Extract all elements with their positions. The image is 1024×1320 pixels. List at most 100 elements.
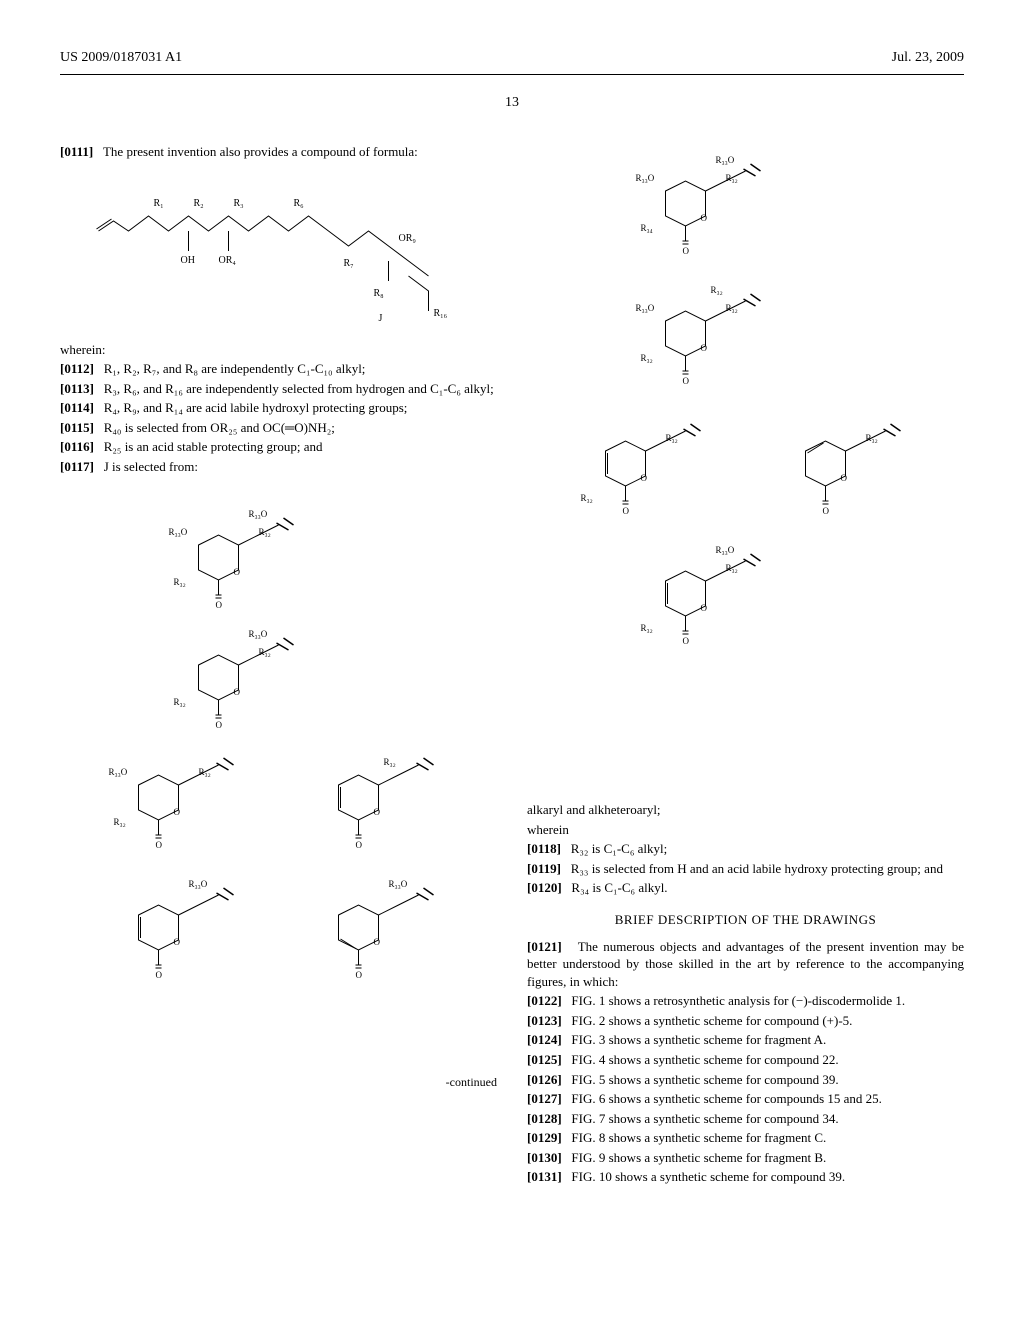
svg-text:R₃: R₃	[234, 198, 244, 209]
header-divider	[60, 74, 964, 75]
paragraph-0113: [0113] R₃, R₆, and R₁₆ are independently…	[60, 380, 497, 398]
continued-label: -continued	[60, 1075, 497, 1090]
para-ref-0113: [0113]	[60, 381, 94, 396]
para-text-0121: The numerous objects and advantages of t…	[527, 939, 964, 989]
paragraph-0112: [0112] R₁, R₂, R₇, and R₈ are independen…	[60, 360, 497, 378]
paragraph-0127: [0127] FIG. 6 shows a synthetic scheme f…	[527, 1090, 964, 1108]
paragraph-0111: [0111] The present invention also provid…	[60, 143, 497, 161]
patent-number: US 2009/0187031 A1	[60, 50, 182, 66]
svg-text:R₃₂: R₃₂	[259, 647, 271, 657]
svg-text:R₃₃O: R₃₃O	[716, 155, 735, 165]
alkaryl-text: alkaryl and alkheteroaryl;	[527, 801, 964, 819]
svg-text:O: O	[641, 473, 648, 483]
para-text-0113: R₃, R₆, and R₁₆ are independently select…	[104, 381, 494, 396]
svg-text:R₃₂: R₃₂	[174, 577, 186, 587]
svg-text:J: J	[379, 313, 383, 324]
svg-text:R₇: R₇	[344, 258, 354, 269]
para-text-0128: FIG. 7 shows a synthetic scheme for comp…	[571, 1111, 838, 1126]
para-text-0117: J is selected from:	[104, 459, 198, 474]
svg-text:O: O	[701, 343, 708, 353]
svg-text:O: O	[841, 473, 848, 483]
svg-text:O: O	[234, 687, 241, 697]
svg-text:R₃₂: R₃₂	[199, 767, 211, 777]
paragraph-0117: [0117] J is selected from:	[60, 458, 497, 476]
svg-text:R₃₃O: R₃₃O	[189, 879, 208, 889]
svg-text:O: O	[156, 970, 163, 980]
svg-text:R₃₂: R₃₂	[666, 433, 678, 443]
paragraph-0121: [0121] The numerous objects and advantag…	[527, 938, 964, 991]
main-formula-structure: R₁ R₂ R₃ R₆ OH OR₄ R₇ OR₉ R₈ J R₁₆	[60, 171, 497, 331]
svg-text:R₃₂: R₃₂	[641, 623, 653, 633]
paragraph-0116: [0116] R₂₅ is an acid stable protecting …	[60, 438, 497, 456]
svg-text:R₃₂: R₃₂	[641, 353, 653, 363]
svg-text:OR₄: OR₄	[219, 255, 237, 266]
svg-text:O: O	[234, 567, 241, 577]
para-ref-0130: [0130]	[527, 1150, 562, 1165]
para-text-0129: FIG. 8 shows a synthetic scheme for frag…	[571, 1130, 826, 1145]
svg-text:R₃₂: R₃₂	[726, 303, 738, 313]
svg-text:R₁₆: R₁₆	[434, 308, 448, 319]
para-ref-0112: [0112]	[60, 361, 94, 376]
svg-text:O: O	[374, 937, 381, 947]
svg-text:O: O	[623, 506, 630, 516]
j-groups-col1-structures: R₃₃O R₃₂ R₃₃O R₃₂ O O R₃₃O R₃₂ R₃₂ O	[60, 485, 497, 1065]
svg-text:R₃₂: R₃₂	[711, 285, 723, 295]
para-text-0123: FIG. 2 shows a synthetic scheme for comp…	[571, 1013, 852, 1028]
svg-text:R₃₂: R₃₂	[174, 697, 186, 707]
para-ref-0125: [0125]	[527, 1052, 562, 1067]
svg-text:O: O	[701, 213, 708, 223]
paragraph-0131: [0131] FIG. 10 shows a synthetic scheme …	[527, 1168, 964, 1186]
svg-text:R₃₃O: R₃₃O	[169, 527, 188, 537]
svg-text:R₃₂: R₃₂	[114, 817, 126, 827]
svg-text:OR₉: OR₉	[399, 233, 417, 244]
para-ref-0114: [0114]	[60, 400, 94, 415]
para-ref-0115: [0115]	[60, 420, 94, 435]
svg-text:R₃₄: R₃₄	[641, 223, 653, 233]
svg-text:R₃₃O: R₃₃O	[389, 879, 408, 889]
para-ref-0131: [0131]	[527, 1169, 562, 1184]
svg-text:O: O	[156, 840, 163, 850]
svg-text:R₃₂: R₃₂	[726, 173, 738, 183]
wherein-label: wherein:	[60, 341, 497, 359]
svg-text:O: O	[216, 720, 223, 730]
svg-text:R₃₃O: R₃₃O	[249, 509, 268, 519]
svg-text:O: O	[174, 807, 181, 817]
paragraph-0114: [0114] R₄, R₉, and R₁₄ are acid labile h…	[60, 399, 497, 417]
paragraph-0128: [0128] FIG. 7 shows a synthetic scheme f…	[527, 1110, 964, 1128]
para-text-0122: FIG. 1 shows a retrosynthetic analysis f…	[571, 993, 905, 1008]
para-ref-0119: [0119]	[527, 861, 561, 876]
para-ref-0123: [0123]	[527, 1013, 562, 1028]
paragraph-0120: [0120] R₃₄ is C₁-C₆ alkyl.	[527, 879, 964, 897]
para-text-0114: R₄, R₉, and R₁₄ are acid labile hydroxyl…	[104, 400, 408, 415]
para-ref-0117: [0117]	[60, 459, 94, 474]
para-ref-0111: [0111]	[60, 144, 93, 159]
para-text-0124: FIG. 3 shows a synthetic scheme for frag…	[571, 1032, 826, 1047]
paragraph-0118: [0118] R₃₂ is C₁-C₆ alkyl;	[527, 840, 964, 858]
svg-text:R₃₂: R₃₂	[726, 563, 738, 573]
para-ref-0128: [0128]	[527, 1111, 562, 1126]
svg-text:O: O	[683, 636, 690, 646]
svg-text:O: O	[823, 506, 830, 516]
paragraph-0124: [0124] FIG. 3 shows a synthetic scheme f…	[527, 1031, 964, 1049]
svg-text:R₃₃O: R₃₃O	[109, 767, 128, 777]
svg-text:R₃₃O: R₃₃O	[716, 545, 735, 555]
svg-text:R₁: R₁	[154, 198, 164, 209]
para-ref-0118: [0118]	[527, 841, 561, 856]
paragraph-0129: [0129] FIG. 8 shows a synthetic scheme f…	[527, 1129, 964, 1147]
para-ref-0127: [0127]	[527, 1091, 562, 1106]
para-text-0127: FIG. 6 shows a synthetic scheme for comp…	[571, 1091, 882, 1106]
para-text-0126: FIG. 5 shows a synthetic scheme for comp…	[571, 1072, 838, 1087]
wherein2-label: wherein	[527, 821, 964, 839]
para-text-0111: The present invention also provides a co…	[103, 144, 418, 159]
svg-text:R₃₂: R₃₂	[259, 527, 271, 537]
svg-text:R₃₂: R₃₂	[384, 757, 396, 767]
svg-text:O: O	[683, 246, 690, 256]
para-text-0118: R₃₂ is C₁-C₆ alkyl;	[571, 841, 668, 856]
drawings-heading: BRIEF DESCRIPTION OF THE DRAWINGS	[527, 912, 964, 928]
paragraph-0123: [0123] FIG. 2 shows a synthetic scheme f…	[527, 1012, 964, 1030]
svg-text:O: O	[174, 937, 181, 947]
svg-text:O: O	[701, 603, 708, 613]
para-text-0112: R₁, R₂, R₇, and R₈ are independently C₁-…	[104, 361, 366, 376]
svg-text:R₃₃O: R₃₃O	[636, 173, 655, 183]
para-text-0120: R₃₄ is C₁-C₆ alkyl.	[571, 880, 667, 895]
